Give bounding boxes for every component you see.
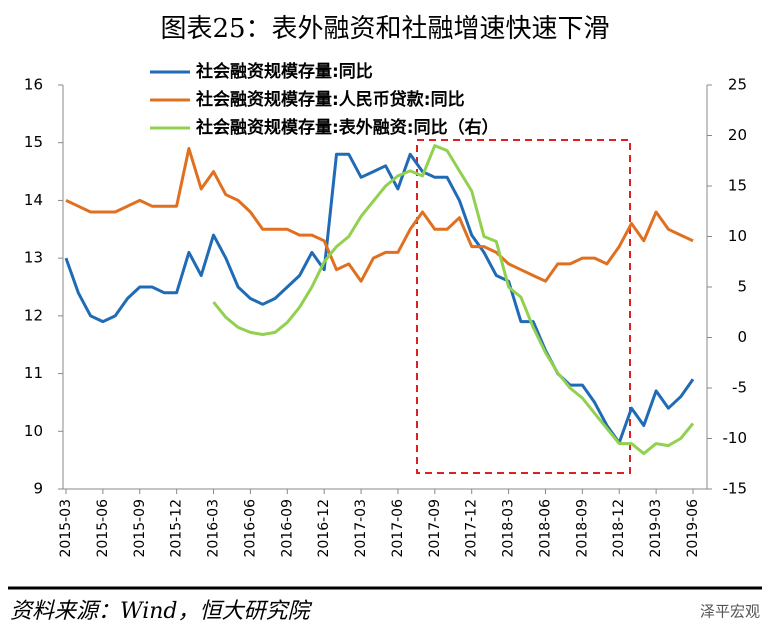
x-tick-label: 2016-09 [279,499,295,558]
x-tick-label: 2018-12 [611,499,627,558]
x-tick-label: 2017-09 [427,499,443,558]
y-tick-label: 9 [33,480,43,498]
x-tick-label: 2015-03 [58,499,74,558]
x-tick-label: 2015-12 [169,499,185,558]
watermark: 泽平宏观 [700,603,760,621]
x-tick-label: 2018-03 [501,499,517,557]
y2-tick-label: 0 [737,328,747,346]
x-tick-label: 2016-12 [316,499,332,558]
y-tick-label: 13 [24,249,43,267]
x-tick-label: 2019-06 [685,499,701,558]
x-tick-label: 2018-06 [537,499,553,558]
series-line [65,147,694,283]
series-line [212,144,695,456]
y2-tick-label: 10 [728,227,747,245]
x-tick-label: 2016-06 [242,499,258,558]
chart-title: 图表25：表外融资和社融增速快速下滑 [160,14,609,44]
y-tick-label: 10 [24,422,43,440]
legend-label: 社会融资规模存量:人民币贷款:同比 [195,89,465,110]
highlight-box [416,139,631,474]
y2-tick-label: 20 [728,126,747,144]
x-tick-label: 2017-12 [464,499,480,558]
legend-label: 社会融资规模存量:同比 [195,61,373,82]
y-tick-label: 15 [24,133,43,151]
source: 资料来源：Wind，恒大研究院 [10,599,313,624]
y-tick-label: 11 [24,364,43,382]
y2-tick-label: -15 [723,480,748,498]
y2-tick-label: 5 [737,278,747,296]
x-tick-label: 2015-06 [95,499,111,558]
y2-tick-label: 15 [728,177,747,195]
y-tick-label: 14 [24,191,43,209]
x-tick-label: 2019-03 [648,499,664,558]
y2-tick-label: -5 [732,379,747,397]
x-tick-label: 2017-03 [353,499,369,558]
x-tick-label: 2018-09 [574,499,590,558]
series-line [64,152,695,445]
y-tick-label: 16 [24,76,43,94]
y2-tick-label: 25 [728,76,747,94]
y-tick-label: 12 [24,306,43,324]
x-tick-label: 2017-06 [390,499,406,558]
legend-label: 社会融资规模存量:表外融资:同比（右） [195,117,499,138]
x-tick-label: 2015-09 [132,499,148,558]
x-tick-label: 2016-03 [206,499,222,558]
y2-tick-label: -10 [723,429,748,447]
